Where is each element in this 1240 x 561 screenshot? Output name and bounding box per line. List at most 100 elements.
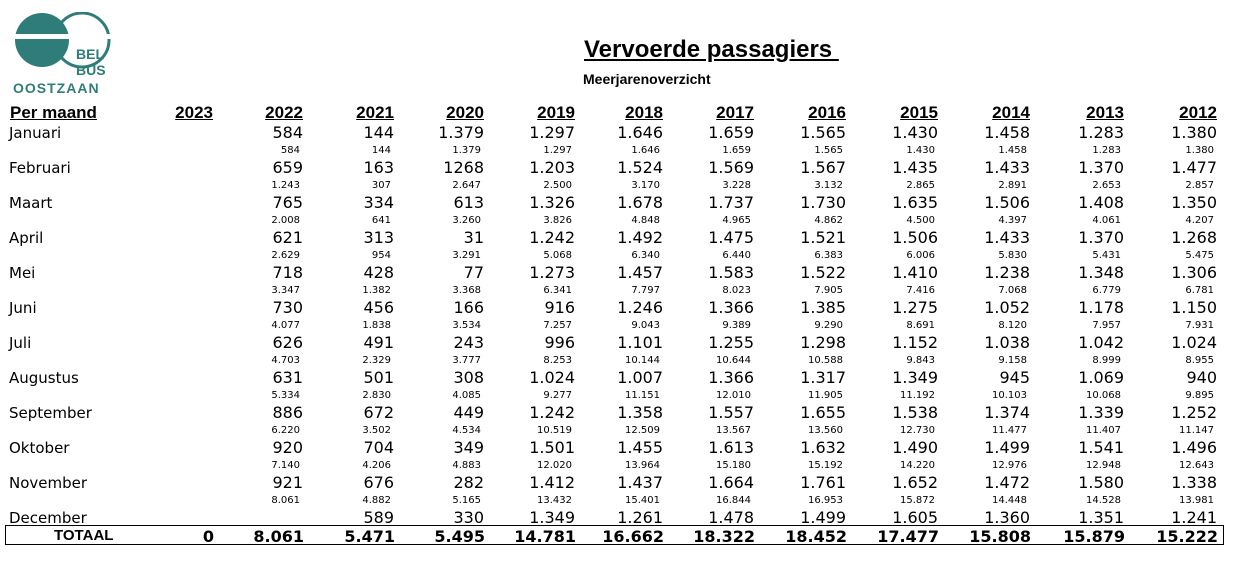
cumulative-value: 13.981 bbox=[1179, 495, 1214, 506]
month-row: Juli 626 4.703 491 2.329 243 3.777 996 8.253 1.10… bbox=[0, 333, 1240, 369]
month-name: Februari bbox=[9, 159, 71, 177]
cumulative-value: 8.253 bbox=[543, 355, 572, 366]
cumulative-value: 2.857 bbox=[1185, 180, 1214, 191]
monthly-value: 1.348 bbox=[1078, 263, 1124, 282]
monthly-value: 996 bbox=[544, 333, 575, 352]
cumulative-value: 10.144 bbox=[625, 355, 660, 366]
monthly-value: 1.524 bbox=[617, 158, 663, 177]
monthly-value: 1.506 bbox=[984, 193, 1030, 212]
year-header-2017: 2017 bbox=[716, 103, 754, 122]
cumulative-value: 13.964 bbox=[625, 460, 660, 471]
monthly-value: 1.522 bbox=[800, 263, 846, 282]
cumulative-value: 1.646 bbox=[631, 145, 660, 156]
monthly-value: 1.255 bbox=[708, 333, 754, 352]
monthly-value: 1.238 bbox=[984, 263, 1030, 282]
year-header-2013: 2013 bbox=[1086, 103, 1124, 122]
totals-row: TOTAAL 0 8.061 5.471 5.495 14.781 16.662 18.32… bbox=[5, 525, 1224, 546]
monthly-value: 1.374 bbox=[984, 403, 1030, 422]
cumulative-value: 14.528 bbox=[1086, 495, 1121, 506]
monthly-value: 1.437 bbox=[617, 473, 663, 492]
cumulative-value: 11.147 bbox=[1179, 425, 1214, 436]
monthly-value: 1.246 bbox=[617, 298, 663, 317]
cumulative-value: 2.329 bbox=[362, 355, 391, 366]
cumulative-value: 5.165 bbox=[452, 495, 481, 506]
monthly-value: 1.339 bbox=[1078, 403, 1124, 422]
cumulative-value: 6.781 bbox=[1185, 285, 1214, 296]
cumulative-value: 13.567 bbox=[716, 425, 751, 436]
cumulative-value: 3.368 bbox=[452, 285, 481, 296]
monthly-value: 1.475 bbox=[708, 228, 754, 247]
monthly-value: 945 bbox=[999, 368, 1030, 387]
year-header-2023: 2023 bbox=[175, 103, 213, 122]
cumulative-value: 9.043 bbox=[631, 320, 660, 331]
cumulative-value: 3.228 bbox=[722, 180, 751, 191]
cumulative-value: 3.291 bbox=[452, 250, 481, 261]
monthly-value: 1.380 bbox=[1171, 123, 1217, 142]
cumulative-value: 9.290 bbox=[814, 320, 843, 331]
monthly-value: 626 bbox=[272, 333, 303, 352]
month-name: April bbox=[9, 229, 44, 247]
month-name: Juni bbox=[9, 299, 37, 317]
monthly-value: 1.499 bbox=[984, 438, 1030, 457]
monthly-value: 1.635 bbox=[892, 193, 938, 212]
cumulative-value: 1.379 bbox=[452, 145, 481, 156]
page-title: Vervoerde passagiers bbox=[584, 36, 839, 63]
monthly-value: 1.273 bbox=[529, 263, 575, 282]
cumulative-value: 7.931 bbox=[1185, 320, 1214, 331]
monthly-value: 621 bbox=[272, 228, 303, 247]
monthly-value: 1.101 bbox=[617, 333, 663, 352]
monthly-value: 1.655 bbox=[800, 403, 846, 422]
monthly-value: 1.042 bbox=[1078, 333, 1124, 352]
cumulative-value: 1.382 bbox=[362, 285, 391, 296]
monthly-value: 1.499 bbox=[800, 508, 846, 527]
year-header-2022: 2022 bbox=[265, 103, 303, 122]
monthly-value: 1.283 bbox=[1078, 123, 1124, 142]
month-name: December bbox=[9, 509, 87, 527]
cumulative-value: 3.132 bbox=[814, 180, 843, 191]
monthly-value: 1.492 bbox=[617, 228, 663, 247]
month-row: Oktober 920 7.140 704 4.206 349 4.883 1.501 12.0… bbox=[0, 438, 1240, 474]
cumulative-value: 2.891 bbox=[998, 180, 1027, 191]
cumulative-value: 9.277 bbox=[543, 390, 572, 401]
cumulative-value: 16.844 bbox=[716, 495, 751, 506]
monthly-value: 1.457 bbox=[617, 263, 663, 282]
month-name: September bbox=[9, 404, 92, 422]
cumulative-value: 6.440 bbox=[722, 250, 751, 261]
monthly-value: 1.659 bbox=[708, 123, 754, 142]
monthly-value: 330 bbox=[453, 508, 484, 527]
monthly-value: 613 bbox=[453, 193, 484, 212]
cumulative-value: 4.862 bbox=[814, 215, 843, 226]
cumulative-value: 4.206 bbox=[362, 460, 391, 471]
monthly-value: 1.370 bbox=[1078, 228, 1124, 247]
cumulative-value: 6.340 bbox=[631, 250, 660, 261]
monthly-value: 1.567 bbox=[800, 158, 846, 177]
month-name: November bbox=[9, 474, 88, 492]
cumulative-value: 1.430 bbox=[906, 145, 935, 156]
cumulative-value: 8.691 bbox=[906, 320, 935, 331]
cumulative-value: 307 bbox=[371, 180, 391, 191]
monthly-value: 1.646 bbox=[617, 123, 663, 142]
belbus-logo: BEL BUS OOSTZAAN bbox=[12, 11, 112, 96]
monthly-value: 449 bbox=[453, 403, 484, 422]
cumulative-value: 3.502 bbox=[362, 425, 391, 436]
monthly-value: 1.317 bbox=[800, 368, 846, 387]
cumulative-value: 7.140 bbox=[271, 460, 300, 471]
monthly-value: 1.203 bbox=[529, 158, 575, 177]
month-row: September 886 6.220 672 3.502 449 4.534 1.242 10… bbox=[0, 403, 1240, 439]
monthly-value: 1268 bbox=[443, 158, 484, 177]
monthly-value: 676 bbox=[363, 473, 394, 492]
monthly-value: 1.350 bbox=[1171, 193, 1217, 212]
cumulative-value: 11.477 bbox=[992, 425, 1027, 436]
cumulative-value: 15.192 bbox=[808, 460, 843, 471]
cumulative-value: 2.629 bbox=[271, 250, 300, 261]
monthly-value: 1.678 bbox=[617, 193, 663, 212]
monthly-value: 1.360 bbox=[984, 508, 1030, 527]
total-value: 5.471 bbox=[344, 527, 395, 546]
monthly-value: 730 bbox=[272, 298, 303, 317]
monthly-value: 1.152 bbox=[892, 333, 938, 352]
year-header-2021: 2021 bbox=[356, 103, 394, 122]
monthly-value: 1.366 bbox=[708, 368, 754, 387]
cumulative-value: 1.838 bbox=[362, 320, 391, 331]
cumulative-value: 15.872 bbox=[900, 495, 935, 506]
logo-text-bus: BUS bbox=[76, 62, 106, 78]
